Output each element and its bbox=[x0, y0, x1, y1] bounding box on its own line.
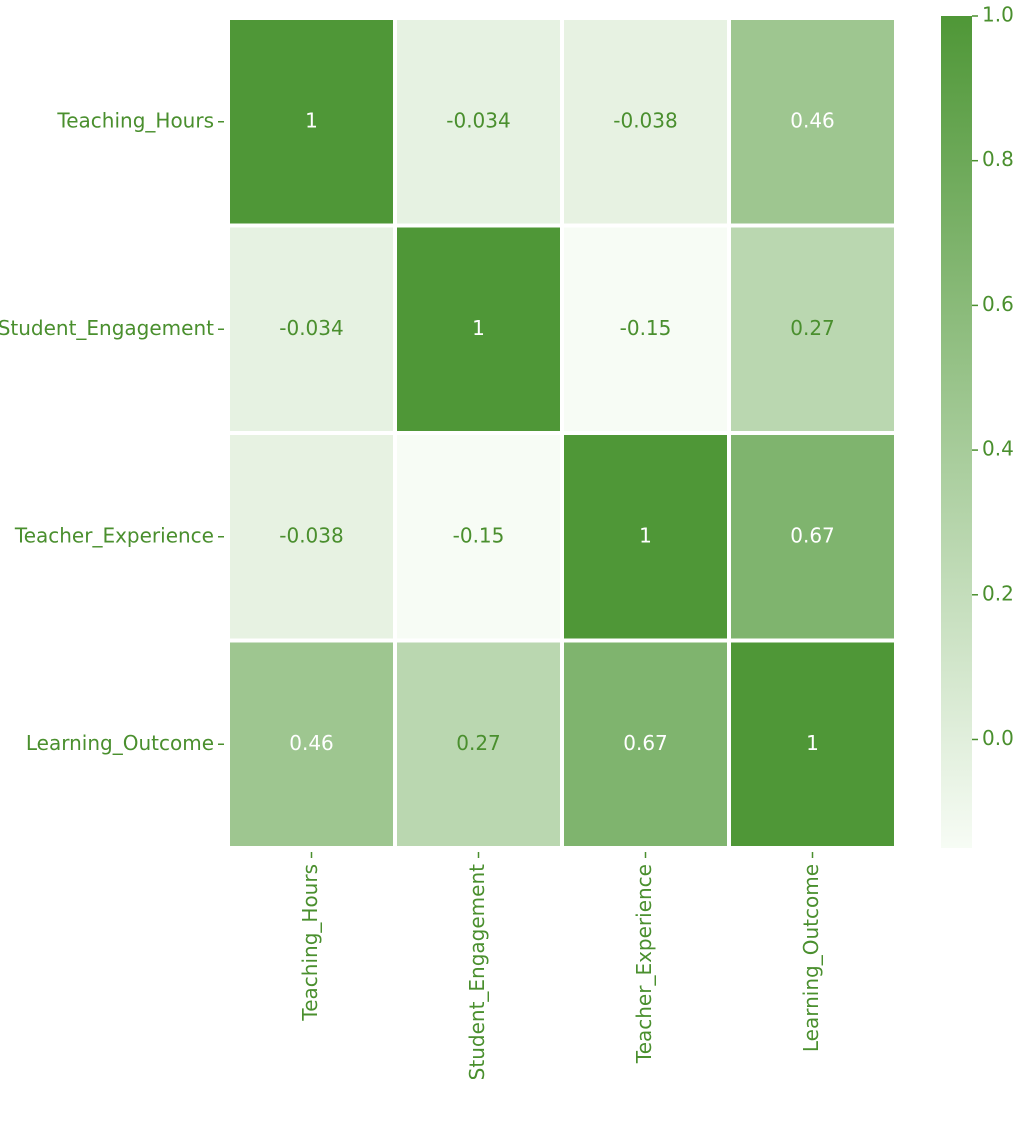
cell-label: -0.034 bbox=[446, 108, 510, 132]
x-tick-label: Learning_Outcome bbox=[799, 864, 823, 1052]
heatmap-cell bbox=[731, 435, 894, 639]
cell-label: 0.27 bbox=[456, 731, 501, 755]
cell-label: -0.038 bbox=[613, 108, 677, 132]
heatmap-cell bbox=[230, 20, 393, 224]
cell-label: 0.67 bbox=[790, 523, 835, 547]
heatmap-cell bbox=[397, 20, 560, 224]
y-tick-label: Student_Engagement bbox=[0, 316, 214, 340]
heatmap-cell bbox=[230, 435, 393, 639]
cell-label: 1 bbox=[305, 108, 318, 132]
heatmap-cell bbox=[731, 642, 894, 846]
heatmap-cell bbox=[397, 642, 560, 846]
heatmap-cell bbox=[397, 435, 560, 639]
colorbar-tick-label: 0.2 bbox=[982, 581, 1014, 605]
cell-label: 1 bbox=[806, 731, 819, 755]
colorbar-tick-label: 0.0 bbox=[982, 726, 1014, 750]
y-tick-label: Teacher_Experience bbox=[14, 523, 214, 547]
heatmap-cell bbox=[397, 227, 560, 431]
colorbar bbox=[941, 16, 972, 848]
heatmap-cell bbox=[230, 642, 393, 846]
cell-label: -0.15 bbox=[453, 523, 505, 547]
colorbar-tick-label: 0.4 bbox=[982, 437, 1014, 461]
heatmap-cell bbox=[731, 227, 894, 431]
cell-label: 0.27 bbox=[790, 316, 835, 340]
cell-label: -0.038 bbox=[279, 523, 343, 547]
cell-label: 1 bbox=[639, 523, 652, 547]
cell-label: -0.034 bbox=[279, 316, 343, 340]
y-tick-label: Teaching_Hours bbox=[56, 108, 214, 132]
heatmap-cell bbox=[564, 435, 727, 639]
cell-label: 0.67 bbox=[623, 731, 668, 755]
heatmap-cell bbox=[731, 20, 894, 224]
cell-label: -0.15 bbox=[620, 316, 672, 340]
cell-label: 0.46 bbox=[790, 108, 835, 132]
heatmap-cell bbox=[564, 20, 727, 224]
x-tick-label: Teacher_Experience bbox=[632, 864, 656, 1064]
heatmap-cell bbox=[564, 227, 727, 431]
heatmap-cell bbox=[230, 227, 393, 431]
x-tick-label: Teaching_Hours bbox=[298, 864, 322, 1022]
colorbar-tick-label: 1.0 bbox=[982, 3, 1014, 27]
cell-label: 1 bbox=[472, 316, 485, 340]
colorbar-tick-label: 0.6 bbox=[982, 292, 1014, 316]
x-tick-label: Student_Engagement bbox=[465, 864, 489, 1080]
colorbar-tick-label: 0.8 bbox=[982, 147, 1014, 171]
y-tick-label: Learning_Outcome bbox=[26, 731, 214, 755]
cell-label: 0.46 bbox=[289, 731, 334, 755]
heatmap-cell bbox=[564, 642, 727, 846]
